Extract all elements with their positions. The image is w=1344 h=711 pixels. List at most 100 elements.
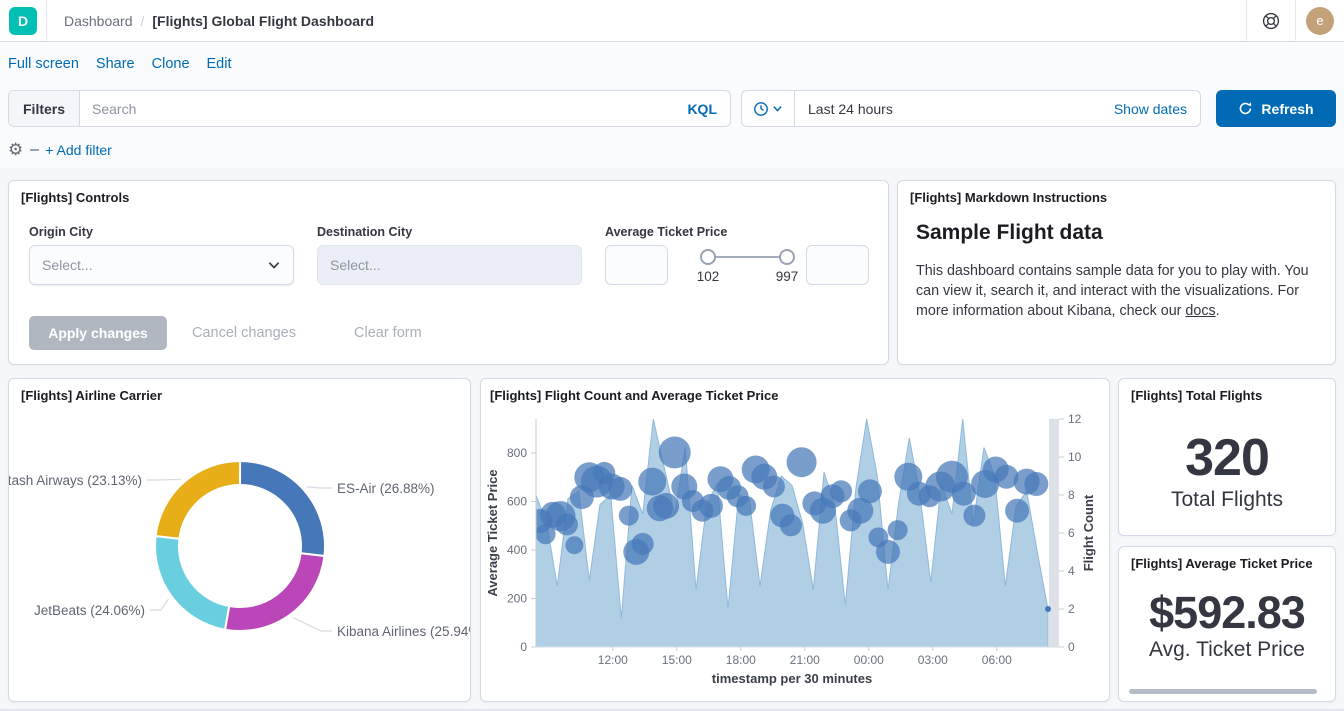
markdown-text: This dashboard contains sample data for … bbox=[916, 263, 1309, 319]
label-connector bbox=[292, 616, 332, 632]
price-min-input[interactable] bbox=[605, 245, 668, 285]
slider-handle-min[interactable] bbox=[700, 249, 716, 265]
donut-slice-0[interactable] bbox=[239, 459, 326, 558]
price-bubble-52[interactable] bbox=[994, 464, 1019, 489]
price-bubble-1[interactable] bbox=[536, 524, 556, 545]
slider-max-value: 997 bbox=[775, 269, 799, 284]
share-button[interactable]: Share bbox=[95, 56, 135, 72]
edit-button[interactable]: Edit bbox=[206, 56, 232, 72]
panel-flights-controls: [Flights] Controls Origin City Select...… bbox=[8, 180, 889, 365]
right-axis-tick: 6 bbox=[1068, 526, 1075, 540]
right-axis-title: Flight Count bbox=[1081, 494, 1096, 571]
x-axis-tick: 15:00 bbox=[662, 653, 692, 667]
docs-link[interactable]: docs bbox=[1185, 303, 1216, 319]
help-icon[interactable] bbox=[1247, 0, 1295, 42]
filters-button[interactable]: Filters bbox=[9, 91, 81, 126]
price-bubble-18[interactable] bbox=[658, 436, 691, 469]
page-bottom-edge bbox=[0, 709, 1344, 711]
origin-city-select[interactable]: Select... bbox=[29, 245, 294, 285]
clone-button[interactable]: Clone bbox=[151, 56, 190, 72]
metric: $592.83 Avg. Ticket Price bbox=[1119, 589, 1335, 662]
donut-slice-2[interactable] bbox=[154, 534, 231, 631]
header-divider bbox=[1246, 0, 1247, 42]
slider-track[interactable] bbox=[708, 256, 793, 258]
kql-button[interactable]: KQL bbox=[674, 91, 730, 126]
price-bubble-48[interactable] bbox=[951, 481, 976, 506]
price-bubble-4[interactable] bbox=[555, 513, 578, 536]
breadcrumb-separator: / bbox=[140, 12, 145, 29]
destination-city-select[interactable]: Select... bbox=[317, 245, 582, 285]
slider-handle-max[interactable] bbox=[779, 249, 795, 265]
add-filter-button[interactable]: + Add filter bbox=[45, 141, 112, 158]
app-logo[interactable]: D bbox=[9, 6, 37, 35]
cancel-changes-button[interactable]: Cancel changes bbox=[192, 316, 296, 350]
price-bubble-15[interactable] bbox=[638, 467, 667, 496]
user-avatar[interactable]: e bbox=[1306, 6, 1334, 35]
price-bubble-32[interactable] bbox=[786, 447, 817, 478]
panel-title: [Flights] Total Flights bbox=[1131, 388, 1263, 403]
price-bubble-49[interactable] bbox=[963, 504, 986, 527]
refresh-icon bbox=[1240, 102, 1252, 115]
price-bubble-11[interactable] bbox=[608, 476, 633, 501]
panel-title: [Flights] Airline Carrier bbox=[21, 388, 163, 403]
full-screen-button[interactable]: Full screen bbox=[8, 56, 79, 72]
price-bubble-55[interactable] bbox=[1024, 472, 1049, 496]
panel-title: [Flights] Markdown Instructions bbox=[910, 190, 1108, 205]
label-connector bbox=[147, 478, 181, 481]
slice-label-0: ES-Air (26.88%) bbox=[337, 481, 435, 496]
price-bubble-53[interactable] bbox=[1005, 498, 1030, 523]
x-axis-title: timestamp per 30 minutes bbox=[712, 671, 872, 686]
search-input[interactable] bbox=[80, 91, 675, 126]
header-actions: e bbox=[1246, 0, 1344, 42]
apply-changes-button[interactable]: Apply changes bbox=[29, 316, 167, 350]
price-max-input[interactable] bbox=[806, 245, 869, 285]
price-bubble-14[interactable] bbox=[631, 532, 654, 555]
price-bubble-12[interactable] bbox=[618, 505, 639, 526]
donut-slice-3[interactable] bbox=[154, 459, 242, 540]
price-bubble-38[interactable] bbox=[847, 497, 874, 524]
filter-divider bbox=[30, 148, 40, 151]
breadcrumb-dashboard[interactable]: Dashboard bbox=[64, 12, 133, 29]
help-lifering-icon bbox=[1262, 12, 1280, 29]
origin-city-label: Origin City bbox=[29, 225, 93, 239]
refresh-button[interactable]: Refresh bbox=[1216, 90, 1336, 127]
time-picker-menu-button[interactable] bbox=[742, 91, 795, 126]
price-bubble-39[interactable] bbox=[857, 479, 882, 504]
show-dates-button[interactable]: Show dates bbox=[1101, 101, 1200, 117]
chevron-down-icon bbox=[268, 262, 280, 269]
avg-ticket-price-label: Avg. Ticket Price bbox=[1148, 638, 1305, 662]
price-bubble-31[interactable] bbox=[779, 514, 802, 537]
price-bubble-22[interactable] bbox=[698, 493, 723, 518]
filter-options-gear-icon[interactable]: ⚙ bbox=[8, 140, 24, 159]
total-flights-label: Total Flights bbox=[1170, 487, 1284, 511]
price-bubble-36[interactable] bbox=[830, 480, 853, 503]
left-axis-title: Average Ticket Price bbox=[485, 469, 500, 596]
donut-slice-1[interactable] bbox=[223, 552, 326, 633]
horizontal-scrollbar[interactable] bbox=[1129, 689, 1317, 694]
panel-airline-carrier: [Flights] Airline Carrier ES-Air (26.88%… bbox=[8, 378, 471, 702]
price-bubble-26[interactable] bbox=[736, 495, 757, 516]
price-bubble-29[interactable] bbox=[762, 475, 785, 498]
slider-min-value: 102 bbox=[696, 269, 720, 284]
dashboard-grid: [Flights] Controls Origin City Select...… bbox=[0, 168, 1344, 711]
slice-label-1: Kibana Airlines (25.94%) bbox=[337, 624, 470, 639]
price-range-slider: 102 997 bbox=[677, 245, 823, 285]
price-bubble-17[interactable] bbox=[653, 492, 680, 519]
price-bubble-42[interactable] bbox=[887, 520, 908, 541]
timeseries-svg: 0 200 400 600 800 0 2 4 6 8 10 12 12:00 15:00 18:00 21:… bbox=[485, 412, 1096, 686]
avg-ticket-price-label: Average Ticket Price bbox=[605, 225, 728, 239]
x-axis-tick: 21:00 bbox=[790, 653, 820, 667]
price-bubble-41[interactable] bbox=[876, 539, 900, 564]
time-range-label[interactable]: Last 24 hours bbox=[808, 100, 893, 117]
x-axis-tick: 00:00 bbox=[854, 653, 884, 667]
right-axis-tick: 8 bbox=[1068, 488, 1075, 502]
price-bubble-5[interactable] bbox=[565, 536, 584, 555]
chevron-down-icon bbox=[773, 106, 782, 112]
query-bar: Filters KQL bbox=[8, 90, 731, 127]
area-end-dot bbox=[1045, 606, 1051, 612]
slice-label-3: stash Airways (23.13%) bbox=[9, 473, 142, 488]
markdown-text: . bbox=[1215, 303, 1220, 319]
x-axis-tick: 06:00 bbox=[982, 653, 1012, 667]
clear-form-button[interactable]: Clear form bbox=[354, 316, 422, 350]
dashboard-toolbar: Full screen Share Clone Edit bbox=[8, 56, 232, 72]
